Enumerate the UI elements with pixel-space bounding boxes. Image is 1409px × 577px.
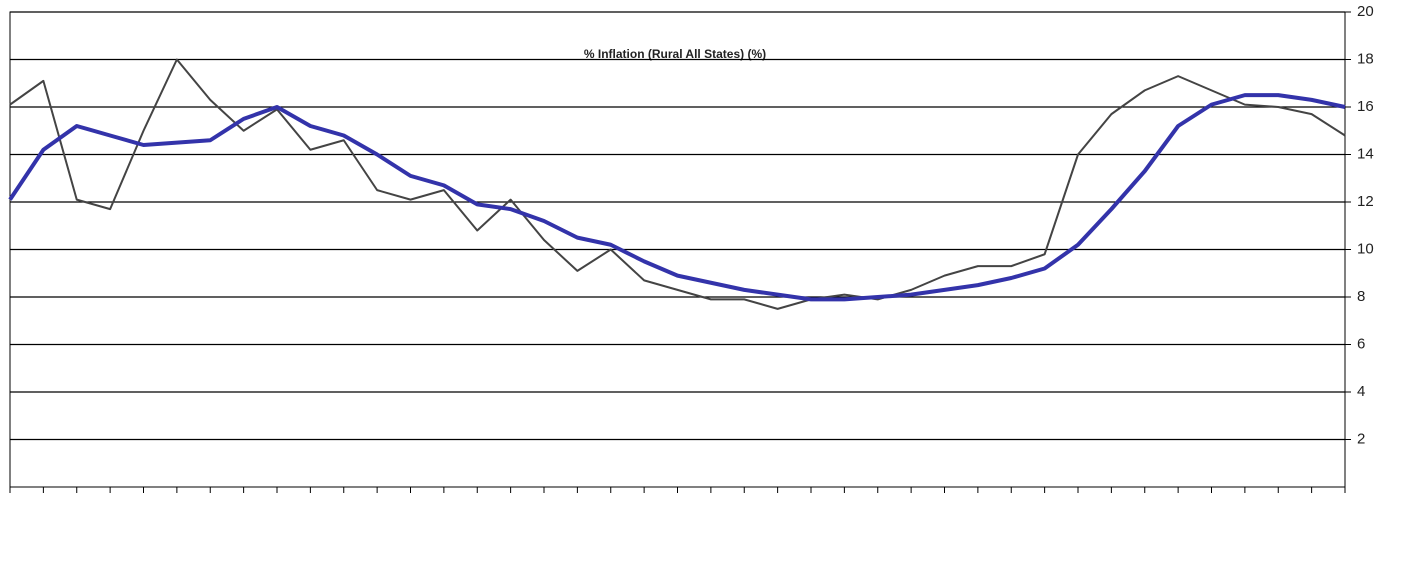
y-tick-label: 4	[1357, 383, 1365, 400]
chart-title: % Inflation (Rural All States) (%)	[584, 47, 766, 61]
y-tick-label: 6	[1357, 335, 1365, 352]
y-tick-label: 2	[1357, 430, 1365, 447]
series-line	[9, 58, 1346, 310]
y-tick-label: 16	[1357, 98, 1374, 115]
y-tick-label: 12	[1357, 193, 1374, 210]
y-tick-label: 8	[1357, 288, 1365, 305]
y-tick-label: 18	[1357, 50, 1374, 67]
y-tick-label: 20	[1357, 3, 1374, 20]
series-line	[8, 93, 1346, 302]
y-tick-label: 14	[1357, 145, 1374, 162]
y-tick-label: 10	[1357, 240, 1374, 257]
